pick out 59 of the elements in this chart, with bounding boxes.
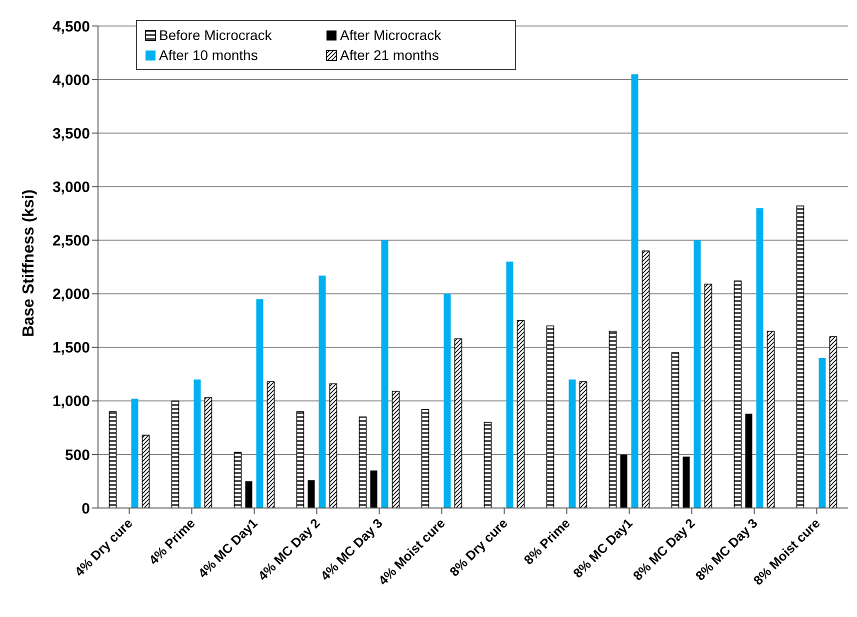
bar: [620, 454, 628, 508]
bar: [484, 422, 492, 508]
bar: [682, 456, 690, 508]
bar: [546, 326, 554, 508]
bar: [642, 250, 650, 508]
bar: [829, 336, 838, 508]
bar: [266, 381, 275, 508]
bar: [171, 400, 180, 508]
bar: [381, 240, 388, 508]
y-tick-label: 3,000: [52, 178, 90, 196]
bar: [256, 299, 264, 508]
y-tick-label: 0: [82, 500, 90, 518]
bar: [631, 74, 638, 508]
legend-label: After 21 months: [340, 47, 439, 63]
bar: [234, 452, 242, 508]
y-tick-label: 500: [64, 446, 90, 464]
bar: [694, 240, 701, 508]
bar: [745, 414, 752, 508]
x-tick-label: 8% Dry cure: [446, 516, 510, 580]
bar: [131, 398, 138, 508]
y-tick-label: 4,000: [52, 72, 90, 89]
bar: [318, 276, 326, 508]
y-tick-label: 4,500: [52, 18, 90, 36]
bar: [245, 481, 252, 508]
bar: [421, 409, 430, 508]
y-tick-label: 1,000: [52, 393, 90, 410]
bar: [358, 416, 367, 508]
bar: [734, 280, 742, 508]
bar: [194, 379, 201, 508]
bar: [204, 397, 212, 508]
bar: [142, 434, 150, 508]
bar: [579, 381, 588, 508]
bar: [671, 352, 680, 508]
bar: [568, 379, 576, 508]
bar: [308, 480, 315, 508]
bar: [444, 294, 451, 508]
bar: [818, 358, 826, 508]
legend-label: Before Microcrack: [159, 27, 272, 43]
bar: [392, 390, 400, 508]
y-tick-label: 2,500: [52, 232, 90, 250]
y-tick-label: 3,500: [52, 125, 90, 142]
bar: [296, 411, 304, 508]
bar: [516, 320, 525, 508]
legend-label: After Microcrack: [340, 27, 442, 43]
bar: [796, 206, 804, 508]
bar: [704, 284, 712, 508]
bar: [506, 262, 514, 508]
y-axis-title: Base Stiffness (ksi): [20, 189, 38, 337]
bar: [454, 338, 462, 508]
y-tick-label: 1,500: [52, 340, 90, 357]
x-tick-label: 4% Dry cure: [72, 516, 136, 580]
bar: [108, 411, 117, 508]
bar: [329, 383, 338, 508]
y-tick-label: 2,000: [52, 286, 90, 304]
bar: [756, 208, 764, 508]
bar: [370, 470, 378, 508]
legend-label: After 10 months: [159, 47, 258, 63]
bar: [766, 330, 775, 508]
bar: [608, 330, 617, 508]
